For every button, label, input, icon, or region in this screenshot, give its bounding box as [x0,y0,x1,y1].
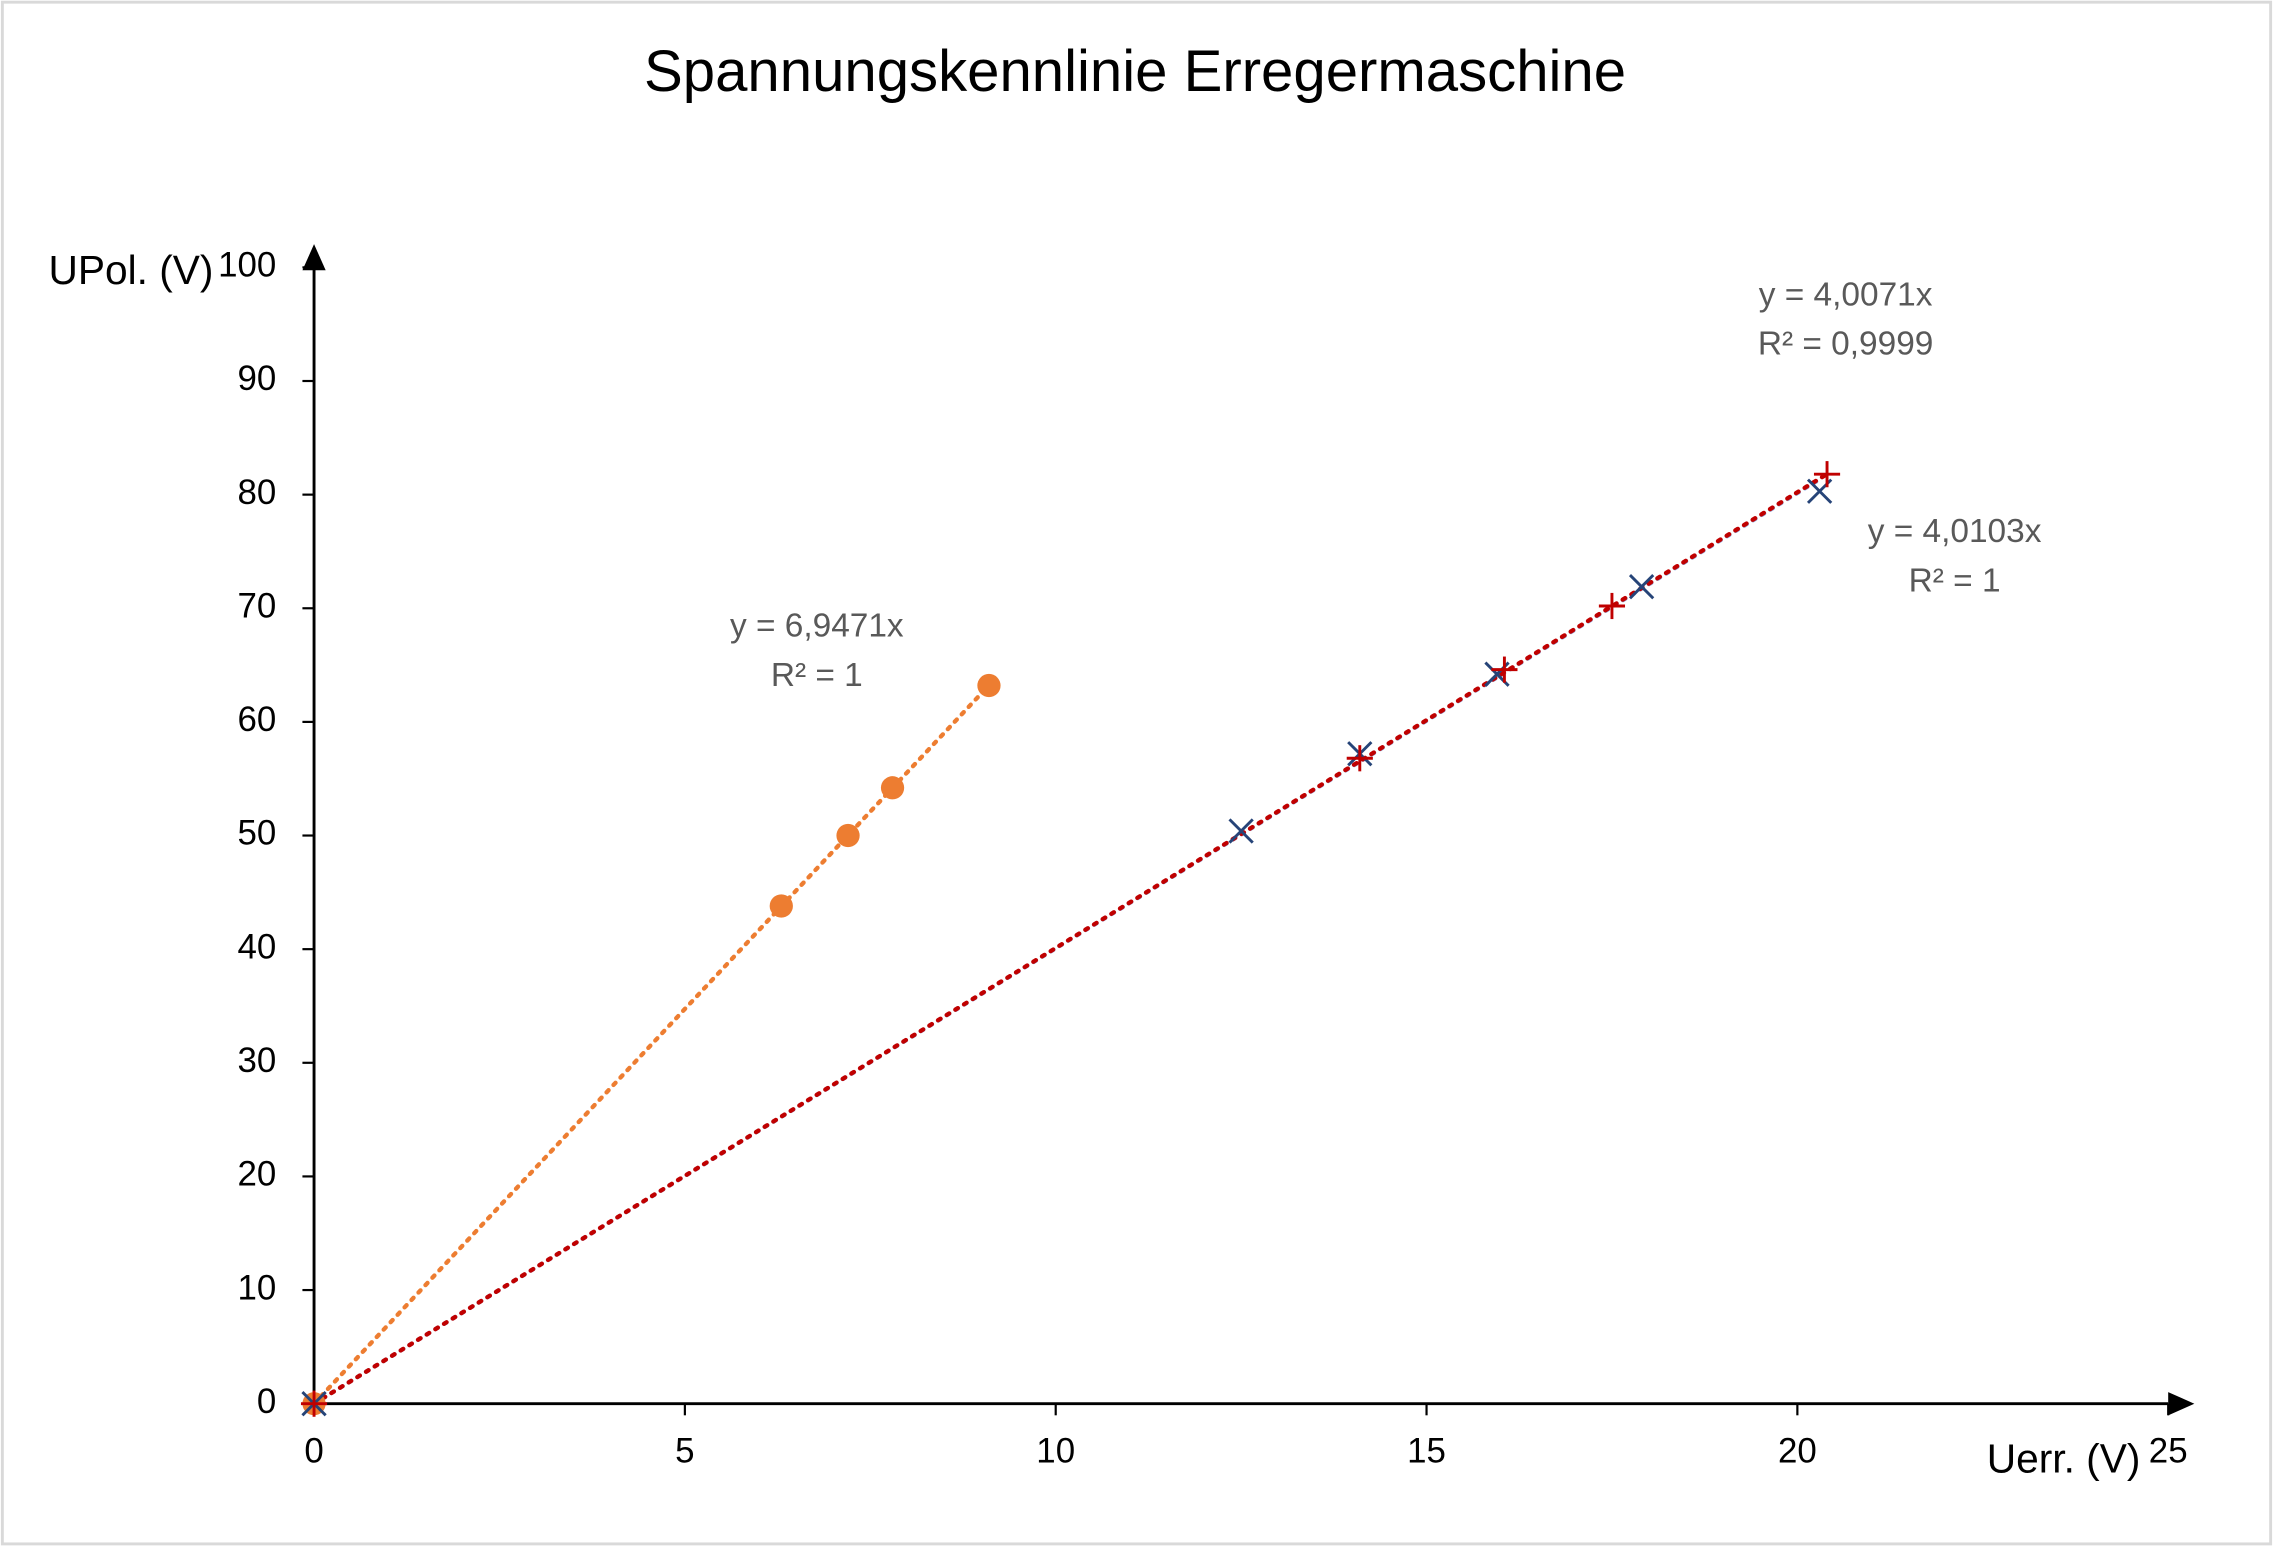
data-point [836,823,860,848]
y-axis-label: UPol. (V) [48,247,213,293]
x-tick-label: 10 [1036,1431,1075,1470]
trendline-r-squared: R² = 0,9999 [1758,326,1934,363]
y-tick-label: 30 [237,1041,276,1080]
trendline-r-squared: R² = 1 [1909,563,2001,600]
data-point [1346,745,1373,772]
marker-circle [769,894,793,918]
x-tick-label: 20 [1778,1431,1817,1470]
y-axis-arrow [302,244,326,271]
trendline-equation: y = 4,0103x [1868,513,2042,550]
data-point [300,1390,328,1417]
x-tick-label: 5 [675,1431,694,1470]
trendline [311,471,1830,1406]
data-point [1813,461,1841,488]
y-tick-label: 50 [237,814,276,853]
marker-circle [977,673,1001,698]
data-point [769,894,793,918]
y-tick-label: 0 [257,1382,276,1421]
trendline-r-squared: R² = 1 [771,657,863,694]
y-tick-label: 40 [237,927,276,966]
marker-circle [836,823,860,848]
x-axis-label: Uerr. (V) [1987,1436,2141,1482]
data-point [1598,592,1626,620]
y-tick-label: 100 [218,246,276,285]
x-axis-arrow [2168,1392,2195,1416]
trendline-equation: y = 4,0071x [1759,276,1933,313]
chart-title: Spannungskennlinie Erregermaschine [644,39,1626,104]
marker-stroke [1228,818,1254,844]
data-point [880,776,905,800]
data-point [1628,574,1655,600]
data-point [977,673,1001,698]
trendline-equation: y = 6,9471x [730,608,904,645]
data-point [1491,656,1518,683]
marker-circle [880,776,905,800]
x-tick-label: 15 [1407,1431,1446,1470]
trendline [311,683,992,1406]
y-tick-label: 60 [237,700,276,739]
data-point [1228,818,1254,844]
y-tick-label: 70 [237,586,276,625]
marker-stroke [1628,574,1655,600]
x-tick-label: 0 [304,1431,323,1470]
y-tick-label: 10 [237,1268,276,1307]
y-tick-label: 20 [237,1155,276,1194]
y-tick-label: 90 [237,359,276,398]
y-tick-label: 80 [237,473,276,512]
x-tick-label: 25 [2149,1431,2188,1470]
